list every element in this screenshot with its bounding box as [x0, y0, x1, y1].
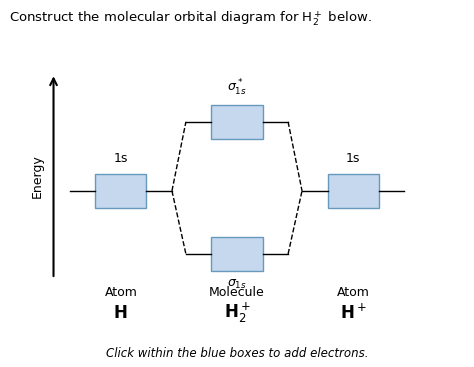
Text: H$_2^+$: H$_2^+$: [224, 301, 250, 325]
Text: $\sigma^*_{1s}$: $\sigma^*_{1s}$: [227, 77, 247, 98]
Text: Atom: Atom: [337, 286, 370, 299]
Bar: [328, 174, 379, 208]
Text: 1s: 1s: [114, 152, 128, 165]
Bar: [211, 237, 263, 271]
Text: Energy: Energy: [31, 154, 44, 198]
Bar: [95, 174, 146, 208]
Bar: [211, 105, 263, 139]
Text: H$^+$: H$^+$: [340, 303, 366, 322]
Text: Construct the molecular orbital diagram for H$_2^+$ below.: Construct the molecular orbital diagram …: [9, 9, 373, 28]
Text: Click within the blue boxes to add electrons.: Click within the blue boxes to add elect…: [106, 348, 368, 360]
Text: Atom: Atom: [104, 286, 137, 299]
Text: Molecule: Molecule: [209, 286, 265, 299]
Text: 1s: 1s: [346, 152, 360, 165]
Text: $\sigma_{1s}$: $\sigma_{1s}$: [227, 278, 247, 291]
Text: H: H: [114, 304, 128, 322]
